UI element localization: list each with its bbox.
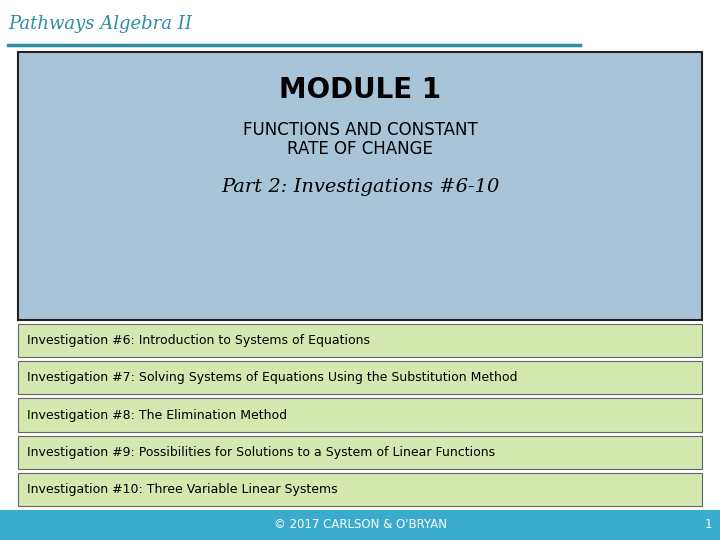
Text: Investigation #7: Solving Systems of Equations Using the Substitution Method: Investigation #7: Solving Systems of Equ…	[27, 372, 518, 384]
Text: MODULE 1: MODULE 1	[279, 76, 441, 104]
Text: FUNCTIONS AND CONSTANT: FUNCTIONS AND CONSTANT	[243, 121, 477, 139]
Bar	[0, 510, 720, 540]
Text: RATE OF CHANGE: RATE OF CHANGE	[287, 140, 433, 158]
Bar	[18, 436, 702, 469]
Text: Pathways Algebra II: Pathways Algebra II	[8, 15, 192, 33]
Bar	[18, 52, 702, 320]
Bar	[18, 399, 702, 431]
Bar	[18, 361, 702, 394]
Text: © 2017 CARLSON & O'BRYAN: © 2017 CARLSON & O'BRYAN	[274, 518, 446, 531]
Text: Part 2: Investigations #6-10: Part 2: Investigations #6-10	[221, 178, 499, 196]
Text: 1: 1	[704, 518, 712, 531]
Bar	[18, 473, 702, 506]
Text: Investigation #8: The Elimination Method: Investigation #8: The Elimination Method	[27, 408, 287, 422]
Text: Investigation #10: Three Variable Linear Systems: Investigation #10: Three Variable Linear…	[27, 483, 338, 496]
Bar	[0, 0, 720, 48]
Text: Investigation #6: Introduction to Systems of Equations: Investigation #6: Introduction to System…	[27, 334, 370, 347]
Text: Investigation #9: Possibilities for Solutions to a System of Linear Functions: Investigation #9: Possibilities for Solu…	[27, 446, 495, 458]
Bar	[18, 324, 702, 357]
